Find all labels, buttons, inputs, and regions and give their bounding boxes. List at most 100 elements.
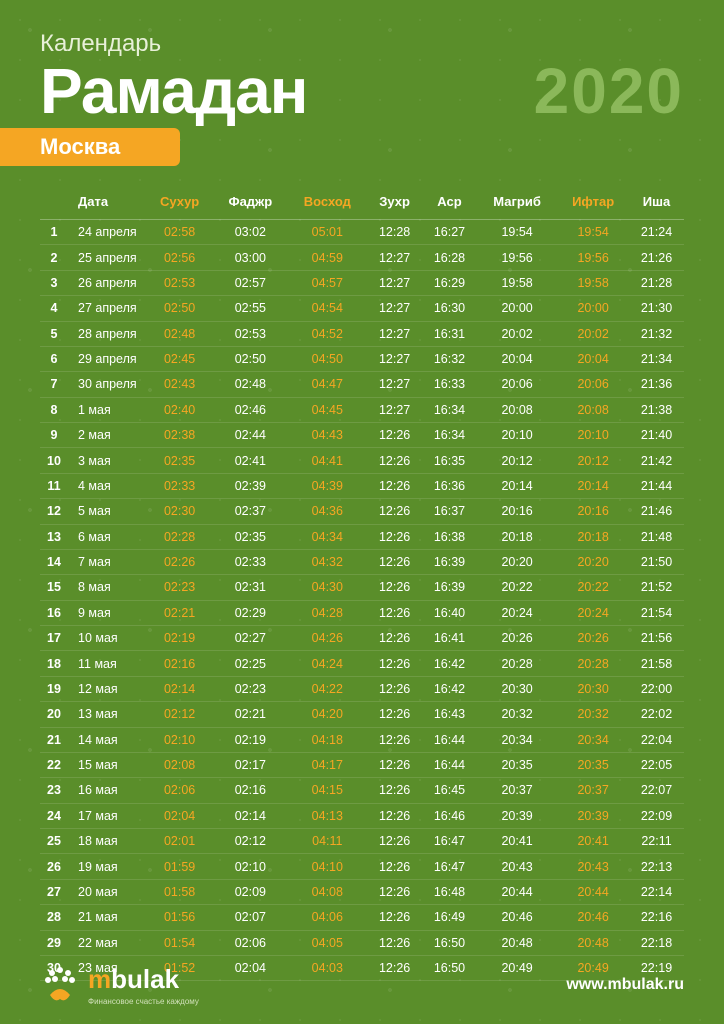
table-row: 1811 мая02:1602:2504:2412:2616:4220:2820…	[40, 651, 684, 676]
table-cell: 20:08	[557, 397, 629, 422]
table-row: 2922 мая01:5402:0604:0512:2616:5020:4820…	[40, 930, 684, 955]
table-cell: 04:05	[288, 930, 368, 955]
table-cell: 11	[40, 473, 68, 498]
table-cell: 21:30	[629, 296, 684, 321]
table-cell: 02:21	[146, 600, 213, 625]
table-cell: 12:27	[367, 321, 422, 346]
table-cell: 20:10	[557, 423, 629, 448]
table-row: 427 апреля02:5002:5504:5412:2716:3020:00…	[40, 296, 684, 321]
table-cell: 10 мая	[68, 626, 146, 651]
table-cell: 16:43	[422, 702, 477, 727]
table-cell: 16:33	[422, 372, 477, 397]
table-row: 2619 мая01:5902:1004:1012:2616:4720:4320…	[40, 854, 684, 879]
table-cell: 18 мая	[68, 829, 146, 854]
table-cell: 22	[40, 752, 68, 777]
table-cell: 20:35	[477, 752, 557, 777]
table-row: 629 апреля02:4502:5004:5012:2716:3220:04…	[40, 346, 684, 371]
table-cell: 02:23	[146, 575, 213, 600]
table-cell: 02:44	[213, 423, 287, 448]
table-cell: 04:08	[288, 879, 368, 904]
table-cell: 02:57	[213, 270, 287, 295]
table-cell: 16:36	[422, 473, 477, 498]
table-cell: 12:26	[367, 423, 422, 448]
table-row: 169 мая02:2102:2904:2812:2616:4020:2420:…	[40, 600, 684, 625]
table-cell: 12 мая	[68, 676, 146, 701]
table-row: 2215 мая02:0802:1704:1712:2616:4420:3520…	[40, 752, 684, 777]
column-header: Магриб	[477, 184, 557, 220]
table-cell: 26 апреля	[68, 270, 146, 295]
table-cell: 30 апреля	[68, 372, 146, 397]
table-cell: 20:39	[477, 803, 557, 828]
table-row: 225 апреля02:5603:0004:5912:2716:2819:56…	[40, 245, 684, 270]
prayer-times-table: ДатаСухурФаджрВосходЗухрАсрМагрибИфтарИш…	[40, 184, 684, 981]
table-cell: 20:32	[557, 702, 629, 727]
table-cell: 02:46	[213, 397, 287, 422]
footer: mbulak Финансовое счастье каждому www.mb…	[40, 964, 684, 1006]
table-cell: 19 мая	[68, 854, 146, 879]
table-cell: 02:48	[146, 321, 213, 346]
table-cell: 16:47	[422, 854, 477, 879]
table-cell: 1	[40, 220, 68, 245]
table-cell: 16:50	[422, 930, 477, 955]
table-cell: 02:53	[213, 321, 287, 346]
table-cell: 12:26	[367, 752, 422, 777]
column-header: Зухр	[367, 184, 422, 220]
table-cell: 20:35	[557, 752, 629, 777]
table-cell: 20:32	[477, 702, 557, 727]
table-row: 2114 мая02:1002:1904:1812:2616:4420:3420…	[40, 727, 684, 752]
column-header: Аср	[422, 184, 477, 220]
table-cell: 02:14	[146, 676, 213, 701]
table-cell: 02:38	[146, 423, 213, 448]
table-cell: 20:08	[477, 397, 557, 422]
table-cell: 04:32	[288, 549, 368, 574]
table-cell: 02:04	[146, 803, 213, 828]
table-cell: 28	[40, 905, 68, 930]
table-cell: 20:44	[557, 879, 629, 904]
table-cell: 14 мая	[68, 727, 146, 752]
table-cell: 20:26	[557, 626, 629, 651]
table-cell: 20:22	[557, 575, 629, 600]
table-row: 158 мая02:2302:3104:3012:2616:3920:2220:…	[40, 575, 684, 600]
table-cell: 02:14	[213, 803, 287, 828]
table-cell: 04:18	[288, 727, 368, 752]
table-cell: 17 мая	[68, 803, 146, 828]
table-cell: 16:40	[422, 600, 477, 625]
table-cell: 3	[40, 270, 68, 295]
table-cell: 02:56	[146, 245, 213, 270]
table-cell: 21:26	[629, 245, 684, 270]
table-cell: 02:17	[213, 752, 287, 777]
table-cell: 02:55	[213, 296, 287, 321]
table-cell: 16:42	[422, 651, 477, 676]
table-cell: 02:50	[213, 346, 287, 371]
table-row: 2316 мая02:0602:1604:1512:2616:4520:3720…	[40, 778, 684, 803]
table-cell: 21:24	[629, 220, 684, 245]
table-cell: 02:30	[146, 499, 213, 524]
table-cell: 4 мая	[68, 473, 146, 498]
table-cell: 02:33	[213, 549, 287, 574]
table-cell: 12:26	[367, 600, 422, 625]
table-cell: 20:00	[557, 296, 629, 321]
table-cell: 16:39	[422, 575, 477, 600]
table-cell: 16:44	[422, 752, 477, 777]
table-cell: 20:22	[477, 575, 557, 600]
table-cell: 12:26	[367, 499, 422, 524]
table-cell: 6 мая	[68, 524, 146, 549]
table-cell: 16:46	[422, 803, 477, 828]
table-cell: 16:49	[422, 905, 477, 930]
table-cell: 02:25	[213, 651, 287, 676]
table-cell: 02:45	[146, 346, 213, 371]
table-cell: 20:46	[557, 905, 629, 930]
table-cell: 21:52	[629, 575, 684, 600]
table-cell: 19	[40, 676, 68, 701]
table-cell: 20:43	[477, 854, 557, 879]
table-cell: 12:26	[367, 626, 422, 651]
table-cell: 04:59	[288, 245, 368, 270]
table-cell: 04:13	[288, 803, 368, 828]
table-cell: 22:02	[629, 702, 684, 727]
table-cell: 16:48	[422, 879, 477, 904]
table-cell: 12:27	[367, 346, 422, 371]
table-cell: 02:58	[146, 220, 213, 245]
table-cell: 04:30	[288, 575, 368, 600]
table-cell: 21:32	[629, 321, 684, 346]
table-cell: 22:18	[629, 930, 684, 955]
